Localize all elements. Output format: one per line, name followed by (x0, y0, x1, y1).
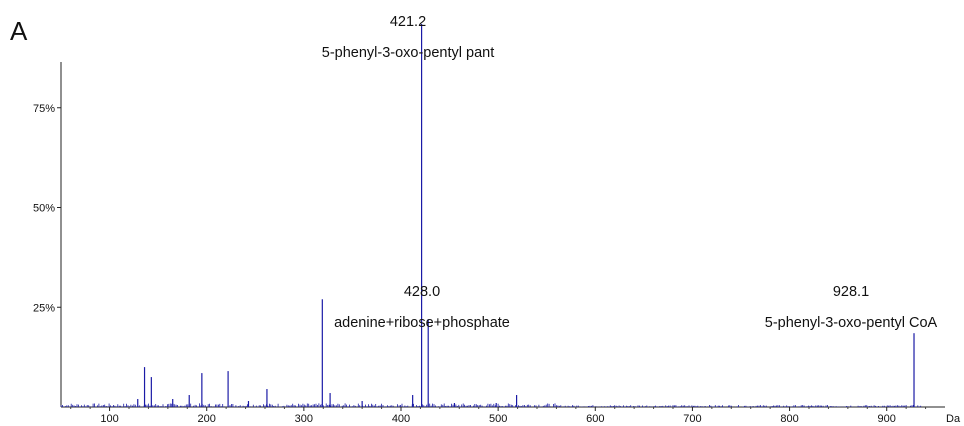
peaks (137, 23, 915, 407)
annotation-428-mz: 428.0 (404, 284, 440, 300)
x-ticks: 100 200 300 400 500 600 700 800 900 (70, 407, 927, 425)
x-tick-label: 800 (780, 413, 798, 425)
y-tick-label: 25% (33, 302, 55, 314)
annotation-928-name: 5-phenyl-3-oxo-pentyl CoA (765, 315, 938, 331)
x-tick-label: 300 (295, 413, 313, 425)
x-tick-label: 900 (878, 413, 896, 425)
panel-label: A (10, 16, 28, 46)
y-tick-label: 75% (33, 103, 55, 115)
x-tick-label: 600 (586, 413, 604, 425)
annotation-421-mz: 421.2 (390, 14, 426, 30)
peak-annotations: 421.2 5-phenyl-3-oxo-pentyl pant 428.0 a… (322, 14, 938, 331)
y-ticks: 25% 50% 75% (33, 103, 61, 314)
axes (60, 62, 945, 408)
noise-trace (60, 403, 922, 407)
annotation-928-mz: 928.1 (833, 284, 869, 300)
x-tick-label: 100 (100, 413, 118, 425)
x-tick-label: 500 (489, 413, 507, 425)
x-unit-label: Da (946, 413, 961, 425)
x-tick-label: 200 (198, 413, 216, 425)
x-tick-label: 700 (683, 413, 701, 425)
annotation-428-name: adenine+ribose+phosphate (334, 315, 510, 331)
y-tick-label: 50% (33, 203, 55, 215)
baseline-noise (60, 403, 922, 407)
x-tick-label: 400 (392, 413, 410, 425)
annotation-421-name: 5-phenyl-3-oxo-pentyl pant (322, 45, 495, 61)
